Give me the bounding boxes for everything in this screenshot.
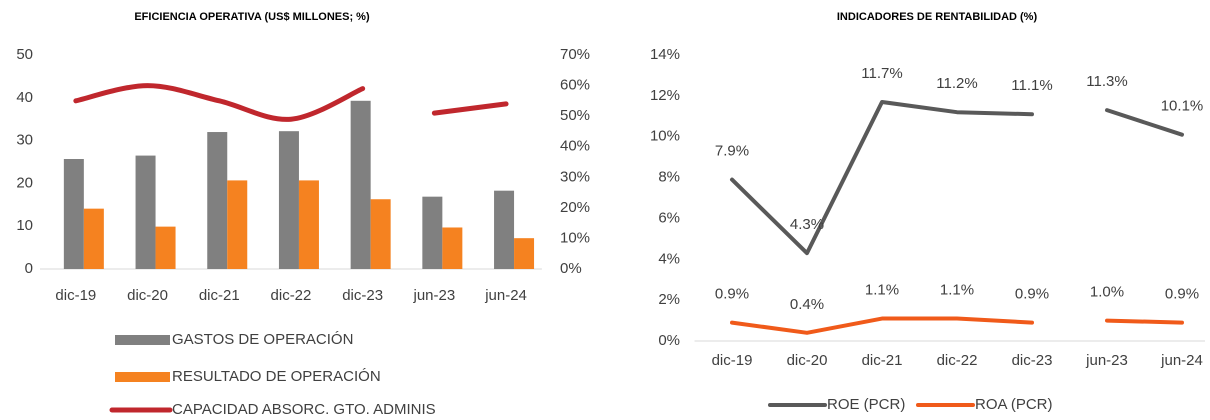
legend-label: RESULTADO DE OPERACIÓN: [172, 368, 381, 385]
data-label: 7.9%: [715, 143, 749, 160]
y-tick-label: 0: [25, 260, 33, 277]
bar: [442, 227, 463, 269]
y2-tick-label: 0%: [560, 260, 582, 277]
legend-label: ROE (PCR): [827, 396, 905, 413]
data-label: 1.0%: [1090, 284, 1124, 301]
bar: [278, 131, 299, 269]
x-tick-label: dic-22: [271, 287, 312, 304]
y2-tick-label: 60%: [560, 77, 590, 94]
y-tick-label: 10: [16, 217, 33, 234]
y2-tick-label: 30%: [560, 168, 590, 185]
y-tick-label: 14%: [650, 46, 680, 63]
data-label: 0.9%: [1015, 286, 1049, 303]
data-label: 11.1%: [1011, 77, 1052, 94]
line-series: [1105, 318, 1184, 325]
y-tick-label: 10%: [650, 128, 680, 145]
y2-tick-label: 70%: [560, 46, 590, 63]
bar: [135, 155, 156, 269]
bar: [494, 190, 515, 269]
y-tick-label: 8%: [658, 169, 680, 186]
y-tick-label: 0%: [658, 332, 680, 349]
y2-tick-label: 10%: [560, 229, 590, 246]
y-tick-label: 30: [16, 132, 33, 149]
legend-label: CAPACIDAD ABSORC. GTO. ADMINIS: [172, 401, 436, 418]
data-label: 4.3%: [790, 216, 824, 233]
data-label: 11.3%: [1086, 73, 1127, 90]
y2-tick-label: 50%: [560, 107, 590, 124]
line-series: [1105, 108, 1184, 137]
y-tick-label: 2%: [658, 291, 680, 308]
bar: [83, 208, 104, 269]
chart-title: INDICADORES DE RENTABILIDAD (%): [837, 11, 1038, 23]
line-series: [730, 316, 1034, 335]
legend-swatch: [115, 335, 170, 345]
chart-title: EFICIENCIA OPERATIVA (US$ MILLONES; %): [134, 11, 370, 23]
bar: [422, 196, 443, 269]
x-tick-label: dic-23: [342, 287, 383, 304]
y-tick-label: 6%: [658, 209, 680, 226]
x-tick-label: dic-19: [55, 287, 96, 304]
bar: [63, 159, 84, 269]
data-label: 10.1%: [1161, 98, 1204, 115]
x-tick-label: dic-21: [199, 287, 240, 304]
y2-tick-label: 20%: [560, 199, 590, 216]
bar: [350, 100, 371, 270]
legend-label: ROA (PCR): [975, 396, 1053, 413]
bar: [155, 226, 176, 269]
y-tick-label: 20: [16, 174, 33, 191]
x-tick-label: jun-23: [412, 287, 455, 304]
data-label: 0.4%: [790, 296, 824, 313]
data-label: 1.1%: [865, 281, 899, 298]
x-tick-label: dic-19: [712, 352, 753, 369]
y-tick-label: 50: [16, 46, 33, 63]
legend-label: GASTOS DE OPERACIÓN: [172, 331, 353, 348]
x-tick-label: dic-20: [127, 287, 168, 304]
bar: [207, 132, 228, 269]
x-tick-label: jun-24: [1160, 352, 1203, 369]
y2-tick-label: 40%: [560, 138, 590, 155]
line-series: [730, 99, 1034, 256]
data-label: 1.1%: [940, 281, 974, 298]
x-tick-label: jun-23: [1085, 352, 1128, 369]
bar: [227, 180, 248, 269]
x-tick-label: dic-20: [787, 352, 828, 369]
x-tick-label: dic-21: [862, 352, 903, 369]
bar: [298, 180, 319, 269]
y-tick-label: 40: [16, 89, 33, 106]
bar: [514, 238, 535, 269]
data-label: 11.7%: [861, 65, 902, 82]
line-series: [431, 101, 509, 116]
line-series: [73, 83, 366, 122]
data-label: 0.9%: [1165, 286, 1199, 303]
bar: [370, 199, 391, 269]
data-label: 11.2%: [936, 75, 977, 92]
x-tick-label: dic-23: [1012, 352, 1053, 369]
x-tick-label: dic-22: [937, 352, 978, 369]
legend-swatch: [115, 372, 170, 382]
data-label: 0.9%: [715, 286, 749, 303]
y-tick-label: 4%: [658, 250, 680, 267]
y-tick-label: 12%: [650, 87, 680, 104]
x-tick-label: jun-24: [484, 287, 527, 304]
